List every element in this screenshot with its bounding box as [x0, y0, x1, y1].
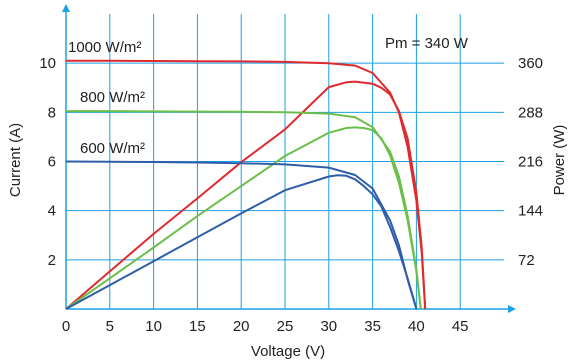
x-axis-label: Voltage (V) [251, 343, 325, 360]
y-tick-label: 4 [48, 203, 56, 220]
series-label-600: 600 W/m² [80, 140, 145, 157]
x-tick-label: 40 [408, 318, 425, 335]
pv-curve-0 [65, 80, 427, 310]
y-tick-label: 2 [48, 252, 56, 269]
pv-curve-1 [65, 126, 422, 310]
x-axis-arrow [508, 305, 516, 313]
x-tick-label: 25 [277, 318, 294, 335]
y2-axis-label: Power (W) [551, 125, 568, 196]
y2-tick-label: 72 [518, 252, 535, 269]
y-tick-label: 10 [39, 55, 56, 72]
annotation-pm: Pm = 340 W [385, 35, 469, 52]
iv-curve-2 [65, 160, 418, 310]
series-label-1000: 1000 W/m² [68, 39, 141, 56]
x-tick-label: 10 [145, 318, 162, 335]
x-tick-label: 35 [364, 318, 381, 335]
x-tick-label: 30 [320, 318, 337, 335]
iv-curve-1 [66, 110, 422, 310]
x-tick-label: 5 [106, 318, 114, 335]
y-axis-label: Current (A) [7, 123, 24, 197]
y2-tick-label: 144 [518, 203, 543, 220]
series-label-800: 800 W/m² [80, 89, 145, 106]
x-tick-label: 20 [233, 318, 250, 335]
tick-labels: 0 5 10 15 20 25 30 35 40 45 2 4 6 8 10 72 144 216 288 360 [39, 55, 543, 335]
y-tick-label: 6 [48, 154, 56, 171]
x-tick-label: 45 [452, 318, 469, 335]
y2-tick-label: 216 [518, 154, 543, 171]
y-axis-arrow [62, 4, 70, 12]
x-tick-label: 15 [189, 318, 206, 335]
iv-curve-0 [66, 59, 427, 310]
x-tick-label: 0 [62, 318, 70, 335]
y2-tick-label: 360 [518, 55, 543, 72]
y2-tick-label: 288 [518, 104, 543, 121]
pv-curve-2 [65, 174, 418, 310]
y-tick-label: 8 [48, 104, 56, 121]
curves [65, 59, 427, 310]
